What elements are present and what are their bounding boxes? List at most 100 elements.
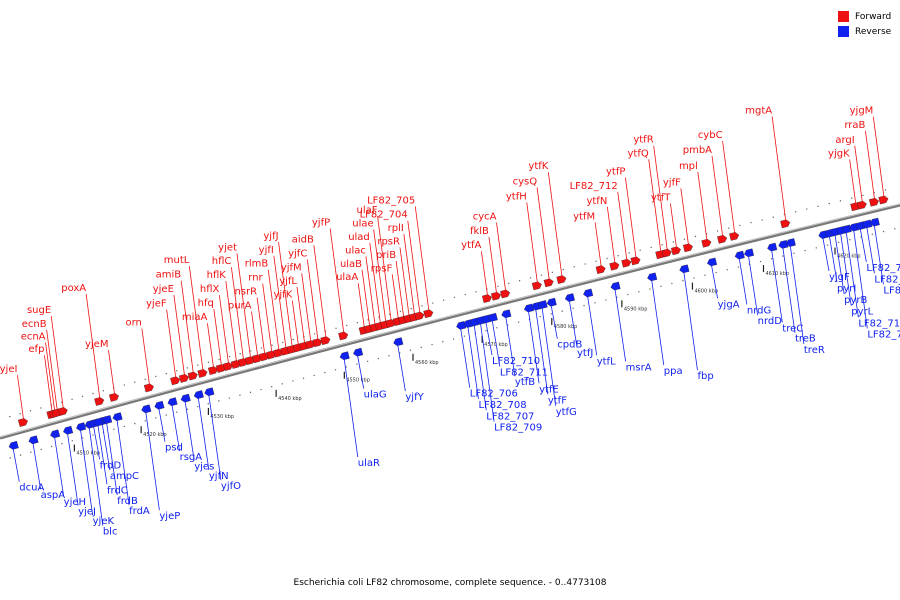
forward-gene-ytfK[interactable] (556, 275, 567, 284)
gene-label[interactable]: yjfL (279, 276, 297, 287)
gene-label[interactable]: yjeH (64, 497, 86, 508)
gene-label[interactable]: LF82_705 (367, 195, 415, 206)
gene-label[interactable]: LF82_709 (494, 423, 542, 434)
forward-gene-LF82_712[interactable] (621, 258, 632, 268)
gene-label[interactable]: rpsF (371, 263, 393, 274)
forward-gene-mgtA[interactable] (780, 219, 791, 229)
gene-label[interactable]: ulaG (364, 390, 387, 401)
reverse-gene-ytfG[interactable] (537, 300, 548, 309)
forward-gene-orn[interactable] (143, 383, 155, 393)
reverse-gene-frdB[interactable] (101, 415, 113, 424)
forward-gene-yjfF[interactable] (682, 243, 693, 253)
gene-label[interactable]: efp (28, 344, 44, 355)
gene-label[interactable]: ytfT (651, 192, 671, 203)
gene-label[interactable]: ulaB (340, 259, 362, 270)
gene-label[interactable]: yjfO (221, 481, 241, 492)
gene-label[interactable]: yjgF (829, 272, 850, 283)
forward-gene-cysQ[interactable] (543, 278, 554, 288)
gene-label[interactable]: LF82_708 (478, 400, 526, 411)
gene-label[interactable]: ytfA (461, 240, 481, 251)
gene-label[interactable]: mutL (164, 255, 190, 266)
forward-gene-ytfT[interactable] (670, 246, 681, 256)
gene-label[interactable]: miaA (182, 312, 208, 323)
gene-label[interactable]: ulae (352, 219, 373, 230)
gene-label[interactable]: frdA (129, 506, 150, 517)
gene-label[interactable]: rplI (388, 223, 404, 234)
reverse-gene-LF82_717[interactable] (869, 217, 880, 227)
forward-gene-poxA[interactable] (94, 397, 105, 406)
reverse-gene-ytfE[interactable] (523, 303, 534, 313)
gene-label[interactable]: yjfF (663, 177, 681, 188)
gene-label[interactable]: LF82_716 (874, 274, 900, 285)
gene-label[interactable]: yjfC (288, 248, 307, 259)
gene-label[interactable]: blc (103, 527, 118, 538)
reverse-gene-psd[interactable] (154, 400, 165, 410)
gene-label[interactable]: ecnB (22, 319, 47, 330)
reverse-gene-yjfN[interactable] (193, 390, 204, 399)
gene-label[interactable]: yjfM (281, 262, 302, 273)
forward-gene-yjeF[interactable] (170, 376, 181, 386)
gene-label[interactable]: LF82_717 (883, 285, 900, 296)
reverse-gene-treB[interactable] (778, 240, 789, 249)
gene-label[interactable]: hfq (198, 298, 214, 309)
forward-gene-cycA[interactable] (500, 289, 511, 299)
reverse-gene-LF82_713[interactable] (841, 224, 852, 234)
gene-label[interactable]: fklB (470, 226, 489, 237)
gene-label[interactable]: ytfR (633, 135, 653, 146)
reverse-gene-yjfO[interactable] (204, 387, 215, 397)
gene-label[interactable]: ytfN (586, 196, 607, 207)
gene-label[interactable]: mpl (679, 161, 698, 172)
reverse-gene-yjes[interactable] (180, 393, 191, 403)
forward-gene-mpl[interactable] (701, 238, 712, 248)
forward-gene-amiB[interactable] (187, 371, 199, 381)
gene-label[interactable]: cycA (473, 212, 497, 223)
gene-label[interactable]: sugE (27, 305, 51, 316)
gene-label[interactable]: LF82_711 (500, 368, 548, 379)
gene-label[interactable]: ppa (664, 366, 683, 377)
gene-label[interactable]: ytfP (606, 167, 625, 178)
gene-label[interactable]: yjgA (718, 299, 740, 310)
gene-label[interactable]: rraB (844, 120, 865, 131)
gene-label[interactable]: frdD (100, 460, 122, 471)
reverse-gene-LF82_706[interactable] (456, 321, 467, 330)
gene-label[interactable]: mgtA (745, 105, 772, 116)
reverse-gene-LF82_716[interactable] (862, 219, 873, 229)
gene-label[interactable]: yjes (194, 462, 214, 473)
forward-gene-pmbA[interactable] (717, 235, 728, 244)
reverse-gene-ulaR[interactable] (339, 351, 350, 361)
gene-label[interactable]: ulaR (358, 458, 380, 469)
gene-label[interactable]: nsrR (234, 287, 257, 298)
reverse-gene-nrdG[interactable] (734, 250, 745, 260)
gene-label[interactable]: purA (228, 300, 252, 311)
forward-gene-ytfN[interactable] (609, 261, 620, 271)
gene-label[interactable]: LF82_704 (360, 210, 408, 221)
forward-gene-LF82_705[interactable] (423, 309, 434, 319)
gene-label[interactable]: ytfM (573, 211, 595, 222)
gene-label[interactable]: ytfK (528, 161, 548, 172)
gene-label[interactable]: psd (165, 443, 183, 454)
gene-label[interactable]: aspA (41, 490, 66, 501)
gene-label[interactable]: ytfF (548, 395, 567, 406)
forward-gene-aidB[interactable] (320, 336, 331, 345)
forward-gene-yjgM[interactable] (878, 195, 889, 205)
reverse-gene-rsgA[interactable] (167, 397, 178, 407)
gene-label[interactable]: argI (835, 135, 854, 146)
gene-label[interactable]: pyrI (837, 283, 856, 294)
forward-gene-ytfM[interactable] (595, 265, 606, 274)
reverse-gene-yjgA[interactable] (706, 257, 718, 267)
gene-label[interactable]: pmbA (683, 145, 712, 156)
gene-label[interactable]: treR (804, 345, 825, 356)
forward-gene-ytfA[interactable] (481, 294, 492, 303)
reverse-gene-ytfL[interactable] (582, 288, 594, 298)
gene-label[interactable]: dcuA (19, 483, 44, 494)
forward-gene-yjeM[interactable] (109, 392, 120, 402)
reverse-gene-treR[interactable] (785, 238, 796, 247)
gene-label[interactable]: nrdD (758, 316, 783, 327)
gene-label[interactable]: treC (782, 323, 803, 334)
reverse-gene-ytfB[interactable] (501, 309, 512, 319)
gene-label[interactable]: orn (125, 318, 141, 329)
forward-gene-ytfR[interactable] (661, 248, 672, 258)
reverse-gene-treC[interactable] (767, 242, 778, 252)
reverse-gene-yjeH[interactable] (49, 429, 61, 439)
gene-label[interactable]: LF82_706 (470, 389, 518, 400)
